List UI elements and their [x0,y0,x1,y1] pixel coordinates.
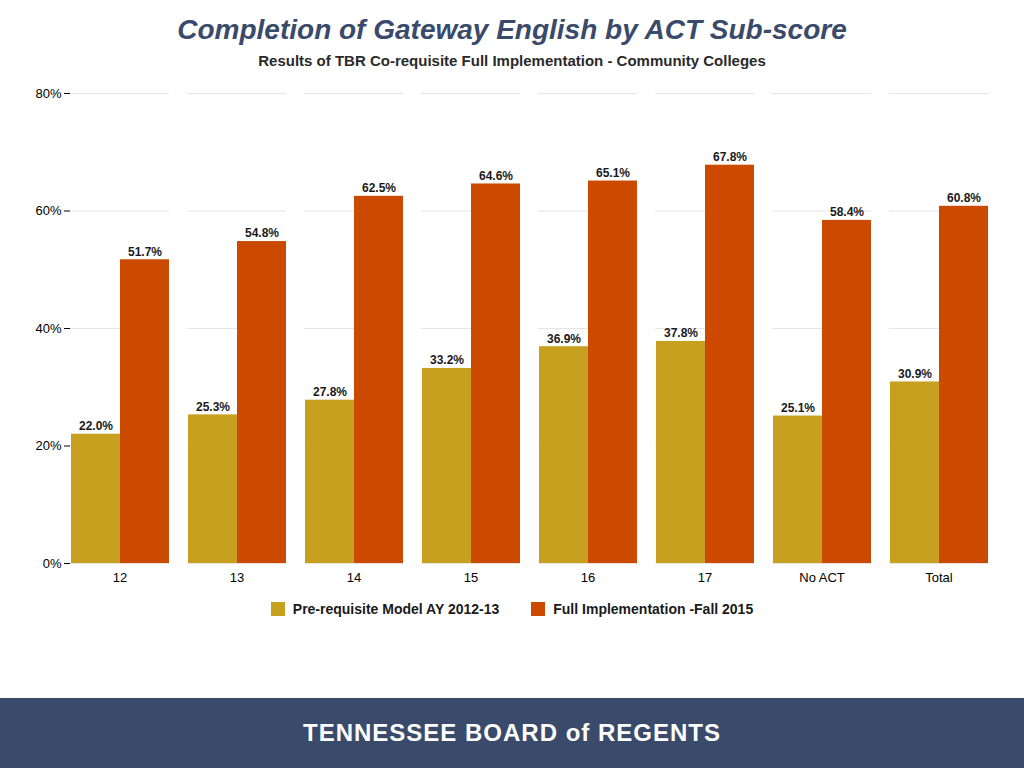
svg-text:25.1%: 25.1% [781,401,815,415]
svg-text:25.3%: 25.3% [196,400,230,414]
svg-text:65.1%: 65.1% [596,166,630,180]
svg-text:16: 16 [581,570,595,585]
svg-text:33.2%: 33.2% [430,353,464,367]
svg-text:15: 15 [464,570,478,585]
html-text:Completion of Gateway English: Completion of Gateway English by ACT Sub… [177,14,847,45]
svg-text:20%: 20% [35,438,61,453]
html-text:Full Implementation -Fall 2015: Full Implementation -Fall 2015 [553,601,754,617]
svg-text:30.9%: 30.9% [898,367,932,381]
svg-text:14: 14 [347,570,361,585]
svg-text:13: 13 [230,570,244,585]
svg-text:60.8%: 60.8% [947,191,981,205]
svg-text:17: 17 [698,570,712,585]
svg-text:54.8%: 54.8% [245,226,279,240]
html-text:Results of TBR Co-requisite Fu: Results of TBR Co-requisite Full Impleme… [258,52,766,69]
svg-text:80%: 80% [35,86,61,101]
svg-text:40%: 40% [35,321,61,336]
svg-text:Total: Total [925,570,953,585]
svg-text:22.0%: 22.0% [79,419,113,433]
svg-text:62.5%: 62.5% [362,181,396,195]
html-text:TENNESSEE BOARD of REGENTS: TENNESSEE BOARD of REGENTS [303,719,721,746]
svg-text:64.6%: 64.6% [479,169,513,183]
svg-text:0%: 0% [43,556,62,571]
svg-text:58.4%: 58.4% [830,205,864,219]
html-text:Pre-requisite Model AY 2012-13: Pre-requisite Model AY 2012-13 [292,601,500,617]
svg-text:37.8%: 37.8% [664,326,698,340]
svg-text:No ACT: No ACT [799,570,845,585]
svg-text:36.9%: 36.9% [547,332,581,346]
svg-text:60%: 60% [35,203,61,218]
svg-text:51.7%: 51.7% [128,245,162,259]
svg-text:27.8%: 27.8% [313,385,347,399]
svg-text:67.8%: 67.8% [713,150,747,164]
svg-text:12: 12 [113,570,127,585]
